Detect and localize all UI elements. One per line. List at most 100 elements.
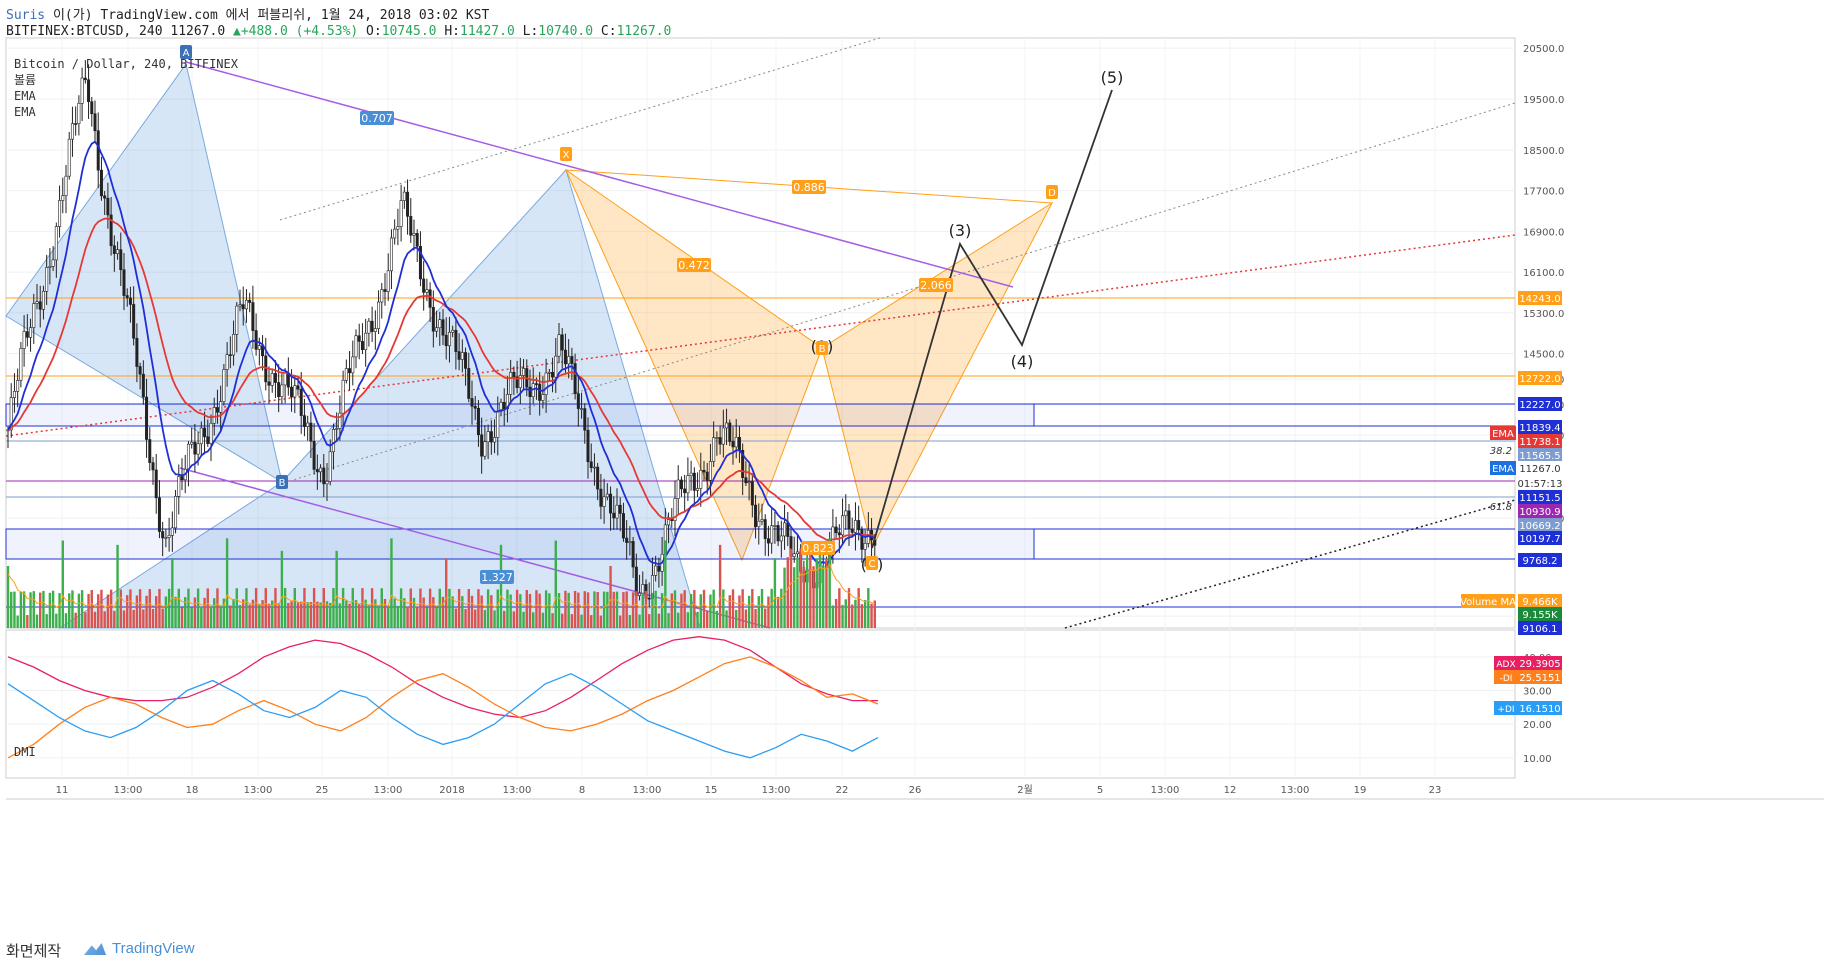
volume-bar [648,614,651,628]
volume-bar [567,592,570,628]
pattern-point-text: C [869,559,876,570]
volume-bar [499,544,503,628]
candle-body [505,394,509,410]
dmi-name-bg [1494,701,1518,715]
candle-body [683,488,687,494]
volume-bar [793,567,796,628]
volume-bar [474,609,477,628]
volume-bar [664,540,667,628]
volume-bar [338,603,342,628]
volume-bar [538,593,541,628]
volume-bar [71,590,74,628]
volume-bar [364,599,367,628]
candle-body [547,372,551,374]
candle-body [122,269,126,296]
dmi-value-text: 25.5151 [1519,673,1560,684]
volume-bar [873,600,876,628]
volume-bar [812,566,815,628]
volume-bar [232,598,235,628]
price-tag-bg [1518,476,1562,490]
candle-body [518,375,522,388]
volume-bar [261,600,264,628]
dmi-title[interactable]: DMI [14,745,36,759]
dmi-line-adx [7,636,878,719]
volume-bar [506,589,509,628]
candle-body [19,348,23,381]
candle-body [750,481,754,506]
price-tag-text: 01:57:13 [1518,479,1563,490]
x-tick-label: 26 [909,785,922,796]
candle-body [35,301,39,304]
candle-body [315,469,319,473]
legend-title[interactable]: Bitcoin / Dollar, 240, BITFINEX [14,57,238,71]
dmi-value-tag: -DI 25.5151 [1494,670,1562,684]
candle-body [306,422,310,427]
candle-body [551,372,555,378]
wave-label: (4) [1011,352,1034,371]
author-link[interactable]: Suris [6,8,46,23]
price-tag: 11738.1 [1518,434,1562,448]
candle-body [863,543,867,550]
volume-bar [860,604,864,628]
ratio-text: 0.823 [802,542,834,555]
candle-body [32,303,36,328]
y-tick-label: 18500.0 [1523,146,1564,157]
volume-bar [184,597,187,628]
legend-volume[interactable]: 볼륨 [14,73,37,87]
volume-bar [267,603,271,628]
candle-body [737,436,741,451]
candle-body [731,441,735,448]
ratio-label: 0.886 [792,180,826,194]
ratio-text: 0.707 [361,112,393,125]
volume-bar [728,595,731,628]
candle-body [48,266,52,268]
volume-bar [528,593,532,628]
volume-bar [19,592,23,628]
volume-bar [847,588,851,628]
legend-ema-2[interactable]: EMA [14,105,36,119]
volume-bar [722,589,725,628]
dmi-name-text: ADX [1496,660,1515,670]
volume-bar [200,606,203,628]
x-tick-label: 13:00 [374,785,403,796]
tradingview-logo[interactable]: TradingView [84,940,195,957]
candle-body [125,295,129,299]
candle-body [161,531,165,539]
legend-ema-1[interactable]: EMA [14,89,36,103]
symbol-info: BITFINEX:BTCUSD, 240 [6,24,171,39]
candle-body [344,368,348,381]
volume-bar [171,558,174,628]
x-tick-label: 13:00 [1151,785,1180,796]
candle-body [631,541,635,568]
dmi-legend[interactable]: DMI [14,744,36,760]
candle-body [312,441,316,470]
price-tag-text: 12227.0 [1519,400,1560,411]
volume-bar [754,608,757,628]
price-tag-text: 9768.2 [1523,556,1558,567]
volume-bar [863,600,867,628]
volume-bar [590,615,593,628]
volume-bar [686,612,690,628]
volume-bar [119,589,122,628]
candle-body [744,477,748,484]
candle-body [770,525,774,544]
candle-body [190,441,194,445]
pattern-point-bg [276,475,288,489]
volume-bar [254,588,258,628]
volume-bar [80,590,84,628]
volume-bar [854,599,857,628]
volume-bar [486,589,490,628]
candle-body [203,427,207,438]
volume-bar [90,589,93,628]
candle-body [109,214,113,247]
candle-body [718,437,722,445]
series-side-tag: EMA [1490,426,1516,440]
volume-bar [441,596,445,628]
volume-bar [760,588,764,628]
tradingview-brand: TradingView [112,940,195,957]
candle-body [235,305,239,335]
volume-bar [406,606,409,628]
candle-body [602,496,606,507]
x-tick-label: 13:00 [503,785,532,796]
